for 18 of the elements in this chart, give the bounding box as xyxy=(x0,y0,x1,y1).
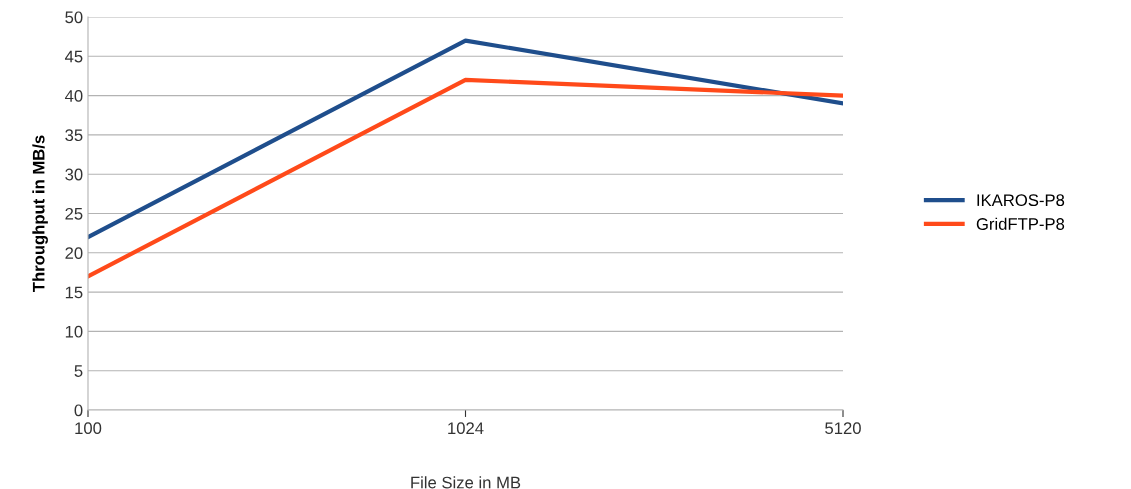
y-axis-title: Throughput in MB/s xyxy=(32,135,48,292)
y-tick-label: 0 xyxy=(74,404,83,417)
y-tick-label: 45 xyxy=(64,50,83,63)
y-tick-label: 25 xyxy=(65,207,83,220)
y-tick-label: 50 xyxy=(65,11,83,24)
legend-label: GridFTP-P8 xyxy=(976,217,1065,230)
x-tick-label: 1024 xyxy=(448,422,484,435)
legend-label: IKAROS-P8 xyxy=(977,194,1065,207)
y-tick-label: 30 xyxy=(65,168,83,181)
x-tick-label: 100 xyxy=(75,422,102,435)
y-tick-label: 10 xyxy=(65,325,83,338)
y-tick-label: 40 xyxy=(64,90,83,102)
y-tick-label: 20 xyxy=(65,247,83,259)
x-tick-label: 5120 xyxy=(825,422,861,435)
x-axis-title: File Size in MB xyxy=(411,476,521,489)
y-tick-label: 15 xyxy=(65,286,83,299)
y-tick-label: 5 xyxy=(74,365,83,377)
y-tick-label: 35 xyxy=(65,129,83,142)
